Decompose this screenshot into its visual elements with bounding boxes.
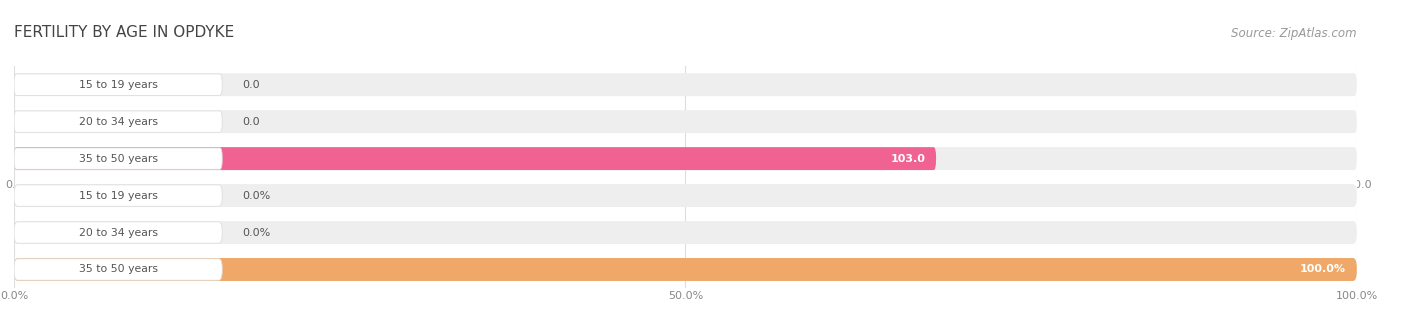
Text: 35 to 50 years: 35 to 50 years xyxy=(79,264,157,274)
Text: 100.0%: 100.0% xyxy=(1301,264,1346,274)
FancyBboxPatch shape xyxy=(14,259,222,280)
Text: Source: ZipAtlas.com: Source: ZipAtlas.com xyxy=(1232,27,1357,40)
FancyBboxPatch shape xyxy=(14,147,936,170)
Text: 20 to 34 years: 20 to 34 years xyxy=(79,117,157,127)
Text: 0.0: 0.0 xyxy=(242,80,260,90)
FancyBboxPatch shape xyxy=(14,147,1357,170)
Text: 0.0: 0.0 xyxy=(242,117,260,127)
FancyBboxPatch shape xyxy=(14,110,1357,133)
FancyBboxPatch shape xyxy=(14,148,222,169)
Text: 15 to 19 years: 15 to 19 years xyxy=(79,191,157,201)
Text: 35 to 50 years: 35 to 50 years xyxy=(79,154,157,164)
Text: 20 to 34 years: 20 to 34 years xyxy=(79,227,157,238)
Text: 0.0%: 0.0% xyxy=(242,191,270,201)
Text: 0.0%: 0.0% xyxy=(242,227,270,238)
FancyBboxPatch shape xyxy=(14,111,222,132)
FancyBboxPatch shape xyxy=(14,221,1357,244)
Text: 15 to 19 years: 15 to 19 years xyxy=(79,80,157,90)
FancyBboxPatch shape xyxy=(14,73,1357,96)
FancyBboxPatch shape xyxy=(14,258,1357,281)
Text: FERTILITY BY AGE IN OPDYKE: FERTILITY BY AGE IN OPDYKE xyxy=(14,25,235,40)
FancyBboxPatch shape xyxy=(14,185,222,206)
FancyBboxPatch shape xyxy=(14,74,222,95)
FancyBboxPatch shape xyxy=(14,184,1357,207)
FancyBboxPatch shape xyxy=(14,222,222,243)
FancyBboxPatch shape xyxy=(14,258,1357,281)
Text: 103.0: 103.0 xyxy=(890,154,925,164)
